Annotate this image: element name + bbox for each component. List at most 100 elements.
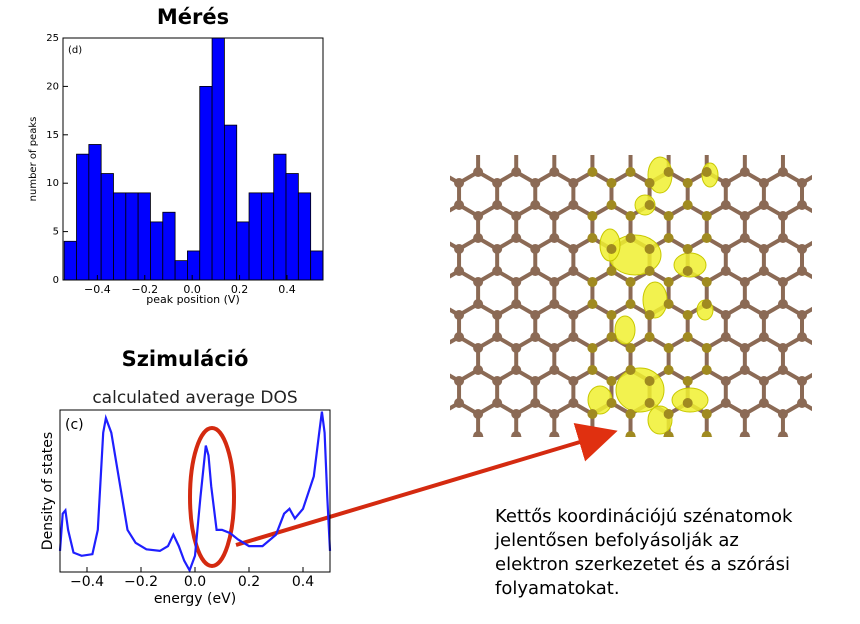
bond	[364, 436, 383, 447]
bond	[459, 502, 478, 513]
bond	[840, 370, 859, 381]
atom	[739, 299, 750, 309]
atom	[302, 530, 312, 540]
atom	[378, 200, 388, 210]
atom	[530, 178, 541, 188]
atom	[835, 112, 845, 122]
atom	[416, 376, 426, 386]
bond	[364, 370, 383, 381]
atom	[397, 79, 407, 89]
atom	[435, 299, 445, 309]
atom	[397, 233, 407, 243]
bond	[383, 469, 402, 480]
bond	[383, 106, 402, 117]
atom	[664, 475, 674, 485]
atom	[511, 167, 522, 177]
atom	[587, 211, 598, 221]
atom	[835, 244, 845, 254]
atom	[473, 497, 483, 507]
atom	[359, 233, 369, 243]
bond	[745, 139, 764, 150]
bond	[307, 370, 326, 381]
atom	[321, 365, 331, 375]
atom	[454, 200, 465, 210]
atom	[378, 442, 388, 452]
atom	[682, 178, 693, 188]
atom	[625, 431, 636, 437]
chart-subtitle: calculated average DOS	[92, 388, 297, 408]
atom	[739, 431, 750, 437]
atom	[416, 508, 426, 518]
bond	[288, 106, 307, 117]
atom	[796, 310, 807, 320]
atom	[340, 398, 350, 408]
y-tick-label: 20	[46, 81, 59, 92]
atom	[644, 398, 655, 408]
atom	[740, 475, 750, 485]
atom	[683, 442, 693, 452]
atom	[587, 475, 597, 485]
bar	[199, 86, 213, 281]
atom	[321, 79, 331, 89]
atom	[492, 112, 502, 122]
y-tick-label: 25	[46, 33, 59, 44]
bond	[554, 139, 573, 150]
atom	[816, 299, 826, 309]
atom	[606, 200, 617, 210]
atom	[549, 211, 560, 221]
bond	[383, 370, 402, 381]
bar	[150, 221, 164, 281]
bond	[707, 139, 726, 150]
atom	[397, 145, 407, 155]
atom	[796, 398, 807, 408]
atom	[568, 134, 578, 144]
atom	[340, 266, 350, 276]
caption-line: jelentősen befolyásolják az	[494, 530, 739, 551]
atom	[759, 134, 769, 144]
bond	[326, 436, 345, 447]
atom	[683, 134, 693, 144]
atom	[740, 79, 750, 89]
bond	[326, 370, 345, 381]
bond	[516, 469, 535, 480]
atom	[549, 409, 560, 419]
bond	[726, 106, 745, 117]
atom	[720, 200, 731, 210]
atom	[606, 376, 617, 386]
bond	[288, 304, 307, 315]
atom	[435, 365, 445, 375]
atom	[359, 431, 369, 441]
atom	[359, 343, 369, 353]
bond	[402, 436, 421, 447]
bond	[650, 469, 669, 480]
atom	[625, 233, 636, 243]
bond	[669, 139, 688, 150]
bond	[669, 469, 688, 480]
atom	[454, 398, 465, 408]
dos-line	[58, 411, 332, 574]
bond	[840, 469, 859, 480]
atom	[397, 101, 407, 111]
bond	[345, 139, 364, 150]
atom	[835, 200, 845, 210]
bond	[669, 106, 688, 117]
atom	[758, 266, 769, 276]
bond	[821, 106, 840, 117]
atom	[492, 178, 503, 188]
atom	[758, 178, 769, 188]
atom	[625, 343, 636, 353]
atom	[854, 211, 860, 221]
atom	[378, 332, 388, 342]
bond	[307, 469, 326, 480]
atom	[701, 211, 712, 221]
atom	[720, 244, 731, 254]
atom	[492, 266, 503, 276]
atom	[511, 211, 522, 221]
bond	[402, 370, 421, 381]
atom	[302, 464, 312, 474]
x-tick-label: 0.2	[238, 574, 260, 590]
atom	[568, 464, 578, 474]
orbital-lobe	[615, 367, 665, 413]
y-tick-label: 5	[53, 227, 59, 238]
